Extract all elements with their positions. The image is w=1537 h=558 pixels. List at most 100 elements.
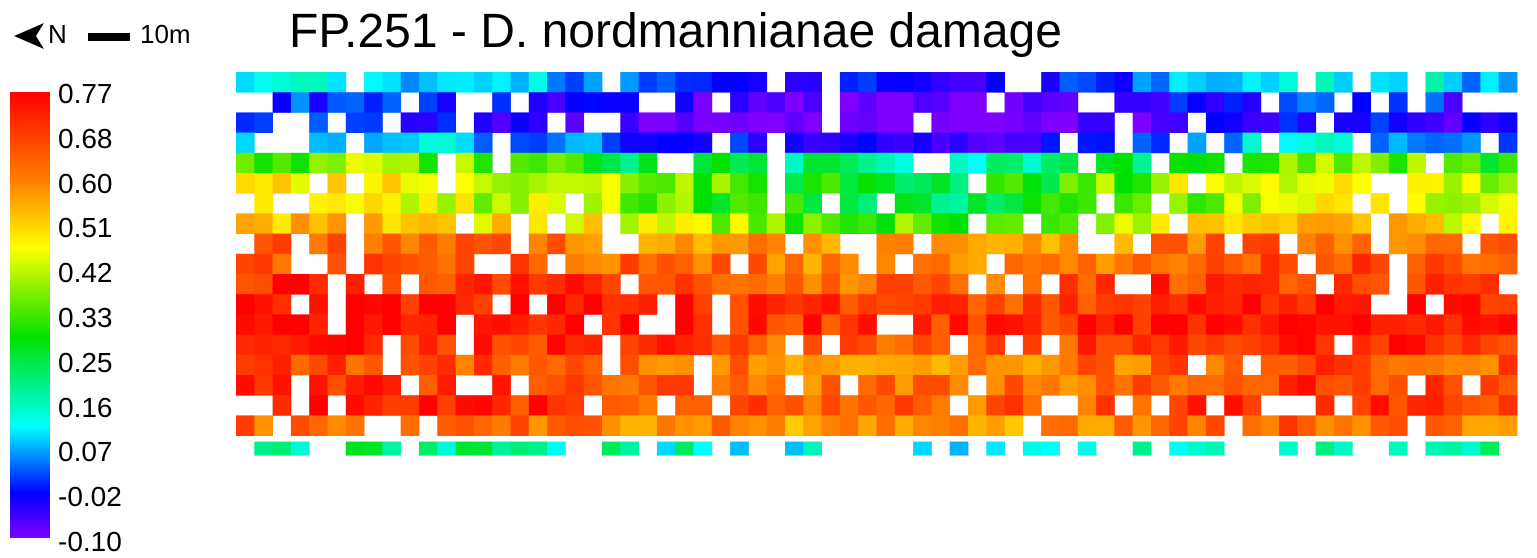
heatmap-cell [1334,441,1353,456]
heatmap-cell [510,314,530,335]
heatmap-cell [1443,274,1463,295]
heatmap-cell [327,334,347,356]
heatmap-cell [711,274,731,295]
heatmap-cell [236,213,255,234]
heatmap-cell [1462,72,1481,93]
heatmap-cell [711,253,731,275]
heatmap-cell [364,253,383,275]
heatmap-cell [1425,375,1445,396]
heatmap-cell [583,233,603,255]
heatmap-cell [583,354,603,376]
heatmap-cell [656,173,676,194]
heatmap-cell [455,72,475,93]
heatmap-cell [785,314,804,335]
heatmap-cell [766,112,786,133]
heatmap-cell [400,132,420,154]
heatmap-cell [913,294,932,315]
heatmap-cell [547,233,566,255]
heatmap-cell [766,395,786,416]
heatmap-cell [547,314,566,335]
heatmap-cell [400,334,420,356]
heatmap-cell [1041,441,1060,456]
heatmap-cell [1205,112,1225,133]
heatmap-cell [1187,334,1207,356]
color-scale-labels: 0.77 0.68 0.60 0.51 0.42 0.33 0.25 0.16 0.07 -0.0… [58,78,198,558]
heatmap-cell [638,132,658,154]
heatmap-cell [382,152,402,174]
heatmap-cell [1443,213,1463,234]
heatmap-cell [1279,253,1298,275]
heatmap-cell [931,193,951,214]
heatmap-cell [730,395,749,416]
heatmap-cell [236,72,255,93]
heatmap-cell [1388,354,1408,376]
heatmap-cell [364,92,383,113]
heatmap-cell [1151,173,1170,194]
heatmap-cell [620,213,639,234]
heatmap-cell [1334,193,1353,214]
heatmap-cell [858,415,877,436]
heatmap-cell [1169,152,1188,174]
heatmap-cell [382,314,402,335]
heatmap-cell [547,173,566,194]
heatmap-cell [675,92,694,113]
heatmap-cell [858,193,877,214]
heatmap-cell [1462,354,1481,376]
heatmap-cell [730,152,749,174]
heatmap-cell [1169,441,1188,456]
heatmap-cell [455,132,475,154]
heatmap-cell [1224,314,1243,335]
heatmap-cell [803,233,822,255]
heatmap-cell [1224,375,1243,396]
heatmap-cell [510,173,530,194]
heatmap-cell [839,92,859,113]
heatmap-cell [968,193,987,214]
heatmap-cell [1004,354,1024,376]
heatmap-cell [1480,112,1500,133]
heatmap-cell [528,354,548,376]
heatmap-cell [766,213,786,234]
heatmap-cell [1242,334,1262,356]
heatmap-cell [473,274,493,295]
heatmap-cell [748,314,768,335]
heatmap-cell [1443,334,1463,356]
heatmap-cell [1334,112,1353,133]
heatmap-cell [1059,274,1079,295]
heatmap-cell [748,415,768,436]
heatmap-cell [1242,233,1262,255]
heatmap-cell [620,92,639,113]
heatmap-cell [602,375,621,396]
heatmap-cell [473,294,493,315]
heatmap-cell [803,415,822,436]
heatmap-cell [437,395,456,416]
heatmap-cell [858,314,877,335]
heatmap-cell [272,152,292,174]
heatmap-cell [1077,354,1097,376]
heatmap-cell [620,112,639,133]
heatmap-cell [437,294,456,315]
heatmap-cell [1315,92,1335,113]
heatmap-cell [821,274,841,295]
heatmap-cell [528,193,548,214]
heatmap-cell [931,112,951,133]
heatmap-cell [1425,441,1445,456]
heatmap-cell [1059,354,1079,376]
heatmap-cell [730,233,749,255]
heatmap-cell [1132,152,1152,174]
heatmap-cell [1425,173,1445,194]
heatmap-cell [1443,72,1463,93]
heatmap-cell [1462,193,1481,214]
heatmap-cell [290,441,310,456]
heatmap-cell [1297,193,1317,214]
heatmap-cell [821,132,841,154]
heatmap-cell [1096,253,1115,275]
heatmap-cell [1022,395,1042,416]
heatmap-cell [620,173,639,194]
heatmap-cell [1004,294,1024,315]
heatmap-cell [858,112,877,133]
heatmap-cell [785,441,804,456]
heatmap-cell [931,314,951,335]
heatmap-cell [272,354,292,376]
heatmap-cell [839,294,859,315]
heatmap-cell [949,152,969,174]
